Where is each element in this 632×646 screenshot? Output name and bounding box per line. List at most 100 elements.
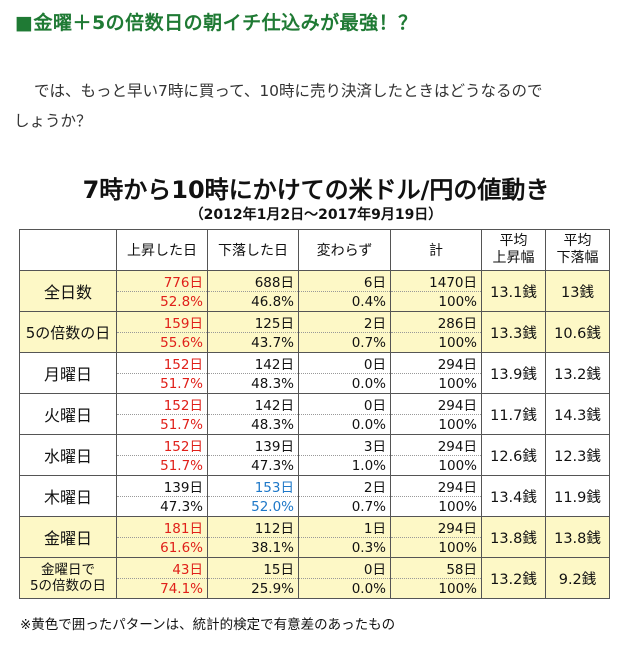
up-pct: 61.6%	[116, 537, 208, 558]
avg-up: 13.4銭	[481, 475, 546, 517]
flat-pct: 0.4%	[298, 291, 391, 312]
down-days: 142日	[207, 393, 299, 415]
table-row-pct: 61.6% 38.1% 0.3% 100%	[20, 537, 610, 558]
flat-days: 0日	[298, 393, 391, 415]
flat-pct: 0.0%	[298, 373, 391, 394]
header-row: 上昇した日 下落した日 変わらず 計 平均 上昇幅 平均 下落幅	[19, 229, 610, 271]
avg-down: 10.6銭	[545, 311, 610, 353]
row-label: 全日数	[19, 270, 117, 312]
row-label: 金曜日で 5の倍数の日	[19, 557, 117, 599]
flat-pct: 0.3%	[298, 537, 391, 558]
avg-down: 9.2銭	[545, 557, 610, 599]
down-pct: 48.3%	[207, 414, 299, 435]
flat-pct: 1.0%	[298, 455, 391, 476]
down-pct: 25.9%	[207, 578, 299, 599]
total-days: 1470日	[390, 270, 482, 292]
section-heading: ■金曜＋5の倍数日の朝イチ仕込みが最強！？	[15, 12, 418, 34]
total-pct: 100%	[390, 373, 482, 394]
down-pct: 47.3%	[207, 455, 299, 476]
down-days: 142日	[207, 352, 299, 374]
avg-up: 11.7銭	[481, 393, 546, 435]
avg-up: 13.9銭	[481, 352, 546, 394]
table-row-pct: 52.8% 46.8% 0.4% 100%	[20, 291, 610, 312]
table-row: 金曜日 181日 112日 1日 294日 13.8銭 13.8銭	[19, 516, 610, 558]
flat-days: 3日	[298, 434, 391, 456]
intro-paragraph: では、もっと早い7時に買って、10時に売り決済したときはどうなるので しょうか？	[14, 76, 620, 136]
flat-days: 2日	[298, 475, 391, 497]
down-pct: 52.0%	[207, 496, 299, 517]
total-days: 294日	[390, 475, 482, 497]
down-days: 112日	[207, 516, 299, 538]
up-days: 152日	[116, 434, 208, 456]
table-row: 水曜日 152日 139日 3日 294日 12.6銭 12.3銭	[19, 434, 610, 476]
row-label-line1: 金曜日で	[41, 562, 95, 578]
flat-days: 2日	[298, 311, 391, 333]
table-subtitle: （2012年1月2日～2017年9月19日）	[189, 207, 443, 223]
avg-up: 13.8銭	[481, 516, 546, 558]
down-days: 153日	[207, 475, 299, 497]
avg-up: 12.6銭	[481, 434, 546, 476]
flat-days: 1日	[298, 516, 391, 538]
flat-days: 0日	[298, 557, 391, 579]
flat-pct: 0.7%	[298, 496, 391, 517]
row-label: 木曜日	[19, 475, 117, 517]
up-pct: 51.7%	[116, 414, 208, 435]
paragraph-line-2: しょうか？	[14, 112, 92, 130]
header-up: 上昇した日	[116, 229, 208, 271]
header-avg-up: 平均 上昇幅	[481, 229, 546, 271]
table-row-pct: 51.7% 47.3% 1.0% 100%	[20, 455, 610, 476]
row-label: 月曜日	[19, 352, 117, 394]
down-days: 125日	[207, 311, 299, 333]
avg-up: 13.3銭	[481, 311, 546, 353]
total-days: 294日	[390, 434, 482, 456]
up-days: 43日	[116, 557, 208, 579]
table-row-pct: 51.7% 48.3% 0.0% 100%	[20, 373, 610, 394]
up-days: 139日	[116, 475, 208, 497]
table-footnote: ※黄色で囲ったパターンは、統計的検定で有意差のあったもの	[20, 617, 396, 633]
table-row: 月曜日 152日 142日 0日 294日 13.9銭 13.2銭	[19, 352, 610, 394]
up-days: 152日	[116, 352, 208, 374]
up-pct: 51.7%	[116, 455, 208, 476]
total-pct: 100%	[390, 537, 482, 558]
table-title: 7時から10時にかけての米ドル/円の値動き	[82, 176, 550, 204]
avg-down: 13.2銭	[545, 352, 610, 394]
avg-down: 11.9銭	[545, 475, 610, 517]
up-pct: 51.7%	[116, 373, 208, 394]
row-label: 5の倍数の日	[19, 311, 117, 353]
header-avg-up-line1: 平均	[499, 233, 528, 249]
avg-down: 12.3銭	[545, 434, 610, 476]
up-pct: 55.6%	[116, 332, 208, 353]
total-days: 294日	[390, 516, 482, 538]
price-movement-table: 上昇した日 下落した日 変わらず 計 平均 上昇幅 平均 下落幅 全日数 776日 …	[19, 229, 610, 599]
flat-pct: 0.7%	[298, 332, 391, 353]
down-pct: 48.3%	[207, 373, 299, 394]
header-empty	[19, 229, 117, 271]
header-total: 計	[390, 229, 482, 271]
paragraph-line-1: では、もっと早い7時に買って、10時に売り決済したときはどうなるので	[34, 82, 543, 100]
avg-down: 14.3銭	[545, 393, 610, 435]
row-label: 水曜日	[19, 434, 117, 476]
avg-up: 13.1銭	[481, 270, 546, 312]
down-pct: 43.7%	[207, 332, 299, 353]
down-pct: 46.8%	[207, 291, 299, 312]
header-avg-down: 平均 下落幅	[545, 229, 610, 271]
total-pct: 100%	[390, 578, 482, 599]
up-pct: 74.1%	[116, 578, 208, 599]
down-pct: 38.1%	[207, 537, 299, 558]
total-pct: 100%	[390, 332, 482, 353]
table-row-pct: 47.3% 52.0% 0.7% 100%	[20, 496, 610, 517]
header-down: 下落した日	[207, 229, 299, 271]
total-days: 286日	[390, 311, 482, 333]
table-row: 全日数 776日 688日 6日 1470日 13.1銭 13銭	[19, 270, 610, 312]
avg-down: 13.8銭	[545, 516, 610, 558]
up-days: 181日	[116, 516, 208, 538]
flat-pct: 0.0%	[298, 578, 391, 599]
header-flat: 変わらず	[298, 229, 391, 271]
total-days: 294日	[390, 352, 482, 374]
down-days: 688日	[207, 270, 299, 292]
table-row-pct: 74.1% 25.9% 0.0% 100%	[20, 578, 610, 599]
flat-days: 6日	[298, 270, 391, 292]
header-avg-down-line2: 下落幅	[556, 250, 599, 266]
flat-days: 0日	[298, 352, 391, 374]
up-days: 776日	[116, 270, 208, 292]
